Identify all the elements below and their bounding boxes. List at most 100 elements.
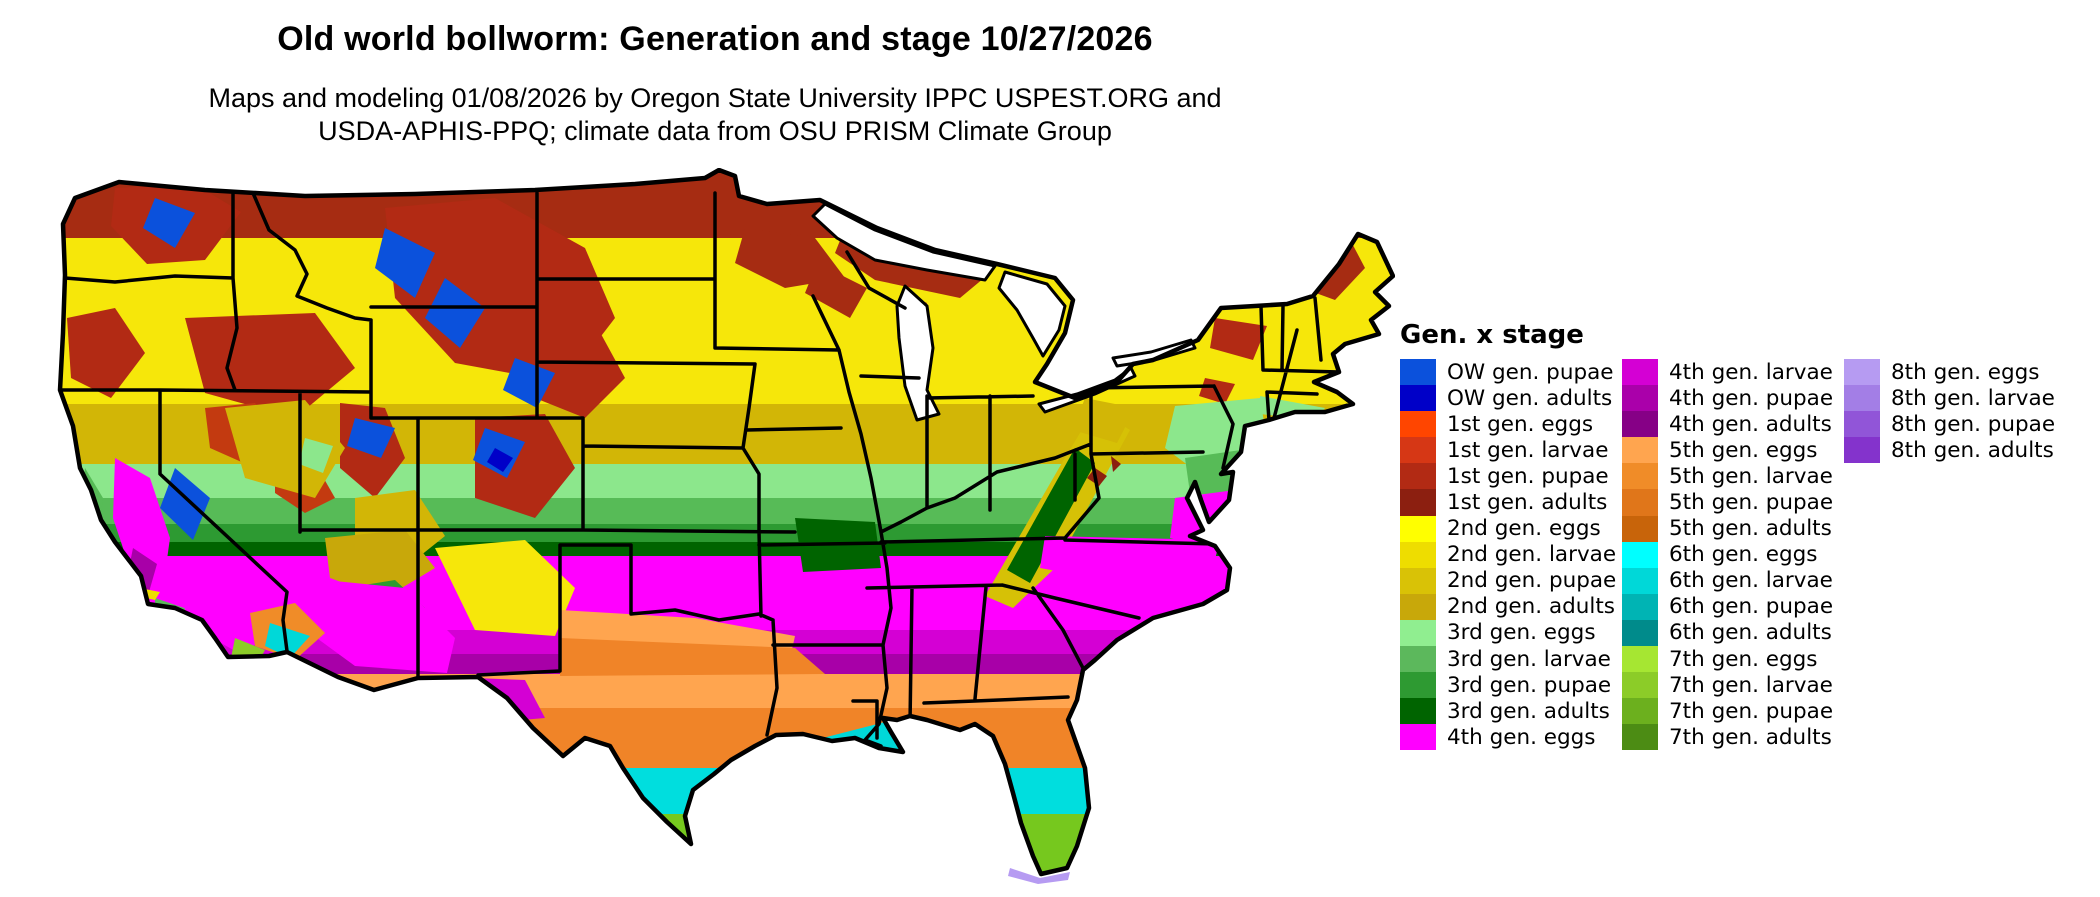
legend-item-label: 6th gen. larvae xyxy=(1669,568,1833,594)
legend-swatch xyxy=(1844,437,1880,464)
legend-swatch xyxy=(1622,411,1658,438)
us-outline xyxy=(57,167,1396,877)
legend-item: 7th gen. pupae xyxy=(1622,698,1834,725)
legend-swatch xyxy=(1400,489,1436,516)
legend-swatch xyxy=(1844,359,1880,386)
legend-swatch xyxy=(1844,411,1880,438)
legend-item: 8th gen. pupae xyxy=(1844,411,2056,438)
legend-item-label: 8th gen. larvae xyxy=(1891,385,2055,411)
legend-swatch xyxy=(1400,698,1436,725)
legend-column-1: OW gen. pupae OW gen. adults 1st gen. eggs… xyxy=(1400,359,1617,751)
legend-item-label: 3rd gen. pupae xyxy=(1447,672,1612,698)
legend-item: 3rd gen. larvae xyxy=(1400,646,1616,673)
great-lakes xyxy=(811,202,1197,422)
state-borders xyxy=(60,191,1341,748)
legend-swatch xyxy=(1400,359,1436,386)
legend-item-label: 2nd gen. eggs xyxy=(1447,516,1601,542)
legend-item-label: 4th gen. adults xyxy=(1669,411,1832,437)
legend-item: 4th gen. eggs xyxy=(1400,724,1616,751)
legend-swatch xyxy=(1400,541,1436,568)
legend-swatch xyxy=(1622,724,1658,751)
florida-keys xyxy=(1008,868,1070,884)
legend-item: 8th gen. adults xyxy=(1844,437,2055,464)
legend-item: 8th gen. larvae xyxy=(1844,385,2055,412)
legend-swatch xyxy=(1622,463,1658,490)
legend-item: 5th gen. eggs xyxy=(1622,437,1833,464)
legend-item-label: 8th gen. pupae xyxy=(1891,411,2056,437)
legend-swatch xyxy=(1400,619,1436,647)
legend-item-label: OW gen. pupae xyxy=(1447,359,1614,385)
legend-item: 2nd gen. pupae xyxy=(1400,567,1617,594)
legend-item-label: 2nd gen. pupae xyxy=(1447,568,1617,594)
legend-item-label: 5th gen. eggs xyxy=(1669,437,1818,463)
legend-item-label: 3rd gen. eggs xyxy=(1447,620,1596,646)
legend-item: 4th gen. larvae xyxy=(1622,359,1833,386)
legend-item: 6th gen. larvae xyxy=(1622,567,1833,594)
legend-swatch xyxy=(1622,541,1658,568)
legend-item-label: 1st gen. larvae xyxy=(1447,437,1609,463)
legend-item: 4th gen. pupae xyxy=(1622,385,1833,412)
legend-item: 2nd gen. larvae xyxy=(1400,541,1617,568)
legend-item-label: 7th gen. adults xyxy=(1669,724,1832,750)
legend-swatch xyxy=(1622,593,1658,620)
legend-item: OW gen. adults xyxy=(1400,385,1616,412)
legend-item: 7th gen. adults xyxy=(1622,724,1833,751)
legend-swatch xyxy=(1400,463,1436,490)
legend-swatch xyxy=(1622,567,1658,594)
legend-item: 3rd gen. eggs xyxy=(1400,619,1616,647)
legend-item-label: 3rd gen. adults xyxy=(1447,698,1610,724)
legend-swatch xyxy=(1400,437,1436,464)
legend-item: 6th gen. pupae xyxy=(1622,593,1834,620)
legend-item: 1st gen. pupae xyxy=(1400,463,1616,490)
legend-item: 5th gen. larvae xyxy=(1622,463,1833,490)
legend-item: 7th gen. larvae xyxy=(1622,672,1833,699)
legend-swatch xyxy=(1400,646,1436,673)
legend-swatch xyxy=(1400,724,1436,751)
legend-item: OW gen. pupae xyxy=(1400,359,1616,386)
legend-item: 1st gen. eggs xyxy=(1400,411,1616,438)
legend-item: 5th gen. adults xyxy=(1622,515,1833,542)
legend-item: 6th gen. adults xyxy=(1622,619,1833,647)
legend-swatch xyxy=(1400,672,1436,699)
legend-item-label: 8th gen. adults xyxy=(1891,437,2054,463)
legend-item-label: 6th gen. eggs xyxy=(1669,542,1818,568)
legend-title: Gen. x stage xyxy=(1400,320,1584,350)
legend-item: 2nd gen. eggs xyxy=(1400,515,1616,542)
legend-item-label: OW gen. adults xyxy=(1447,385,1613,411)
legend-item: 6th gen. eggs xyxy=(1622,541,1833,568)
legend-swatch xyxy=(1622,646,1658,673)
legend-swatch xyxy=(1622,359,1658,386)
legend-item: 3rd gen. adults xyxy=(1400,698,1616,725)
legend-item-label: 2nd gen. larvae xyxy=(1447,542,1617,568)
legend-item-label: 1st gen. eggs xyxy=(1447,411,1594,437)
legend-item: 4th gen. adults xyxy=(1622,411,1833,438)
legend-item-label: 6th gen. pupae xyxy=(1669,594,1834,620)
legend-item: 1st gen. larvae xyxy=(1400,437,1616,464)
legend-item-label: 6th gen. adults xyxy=(1669,620,1832,646)
legend-swatch xyxy=(1400,385,1436,412)
legend-item: 7th gen. eggs xyxy=(1622,646,1833,673)
legend-item-label: 7th gen. pupae xyxy=(1669,698,1834,724)
legend-item: 5th gen. pupae xyxy=(1622,489,1834,516)
legend-item: 1st gen. adults xyxy=(1400,489,1616,516)
legend-swatch xyxy=(1622,515,1658,542)
legend: Gen. x stage OW gen. pupae OW gen. adults… xyxy=(1400,320,2090,751)
legend-swatch xyxy=(1622,437,1658,464)
legend-item-label: 4th gen. larvae xyxy=(1669,359,1833,385)
legend-item: 3rd gen. pupae xyxy=(1400,672,1616,699)
legend-swatch xyxy=(1622,385,1658,412)
legend-swatch xyxy=(1622,672,1658,699)
legend-item-label: 4th gen. eggs xyxy=(1447,724,1596,750)
legend-item: 8th gen. eggs xyxy=(1844,359,2055,386)
legend-item-label: 5th gen. pupae xyxy=(1669,490,1834,516)
legend-item-label: 3rd gen. larvae xyxy=(1447,646,1611,672)
legend-swatch xyxy=(1400,593,1436,620)
legend-item-label: 7th gen. eggs xyxy=(1669,646,1818,672)
us-phenology-map xyxy=(55,167,1396,892)
subtitle-line-2: USDA-APHIS-PPQ; climate data from OSU PR… xyxy=(318,116,1112,146)
legend-item-label: 5th gen. larvae xyxy=(1669,463,1833,489)
legend-column-3: 8th gen. eggs 8th gen. larvae 8th gen. pup… xyxy=(1844,359,2056,464)
legend-swatch xyxy=(1622,489,1658,516)
legend-item-label: 1st gen. adults xyxy=(1447,490,1608,516)
